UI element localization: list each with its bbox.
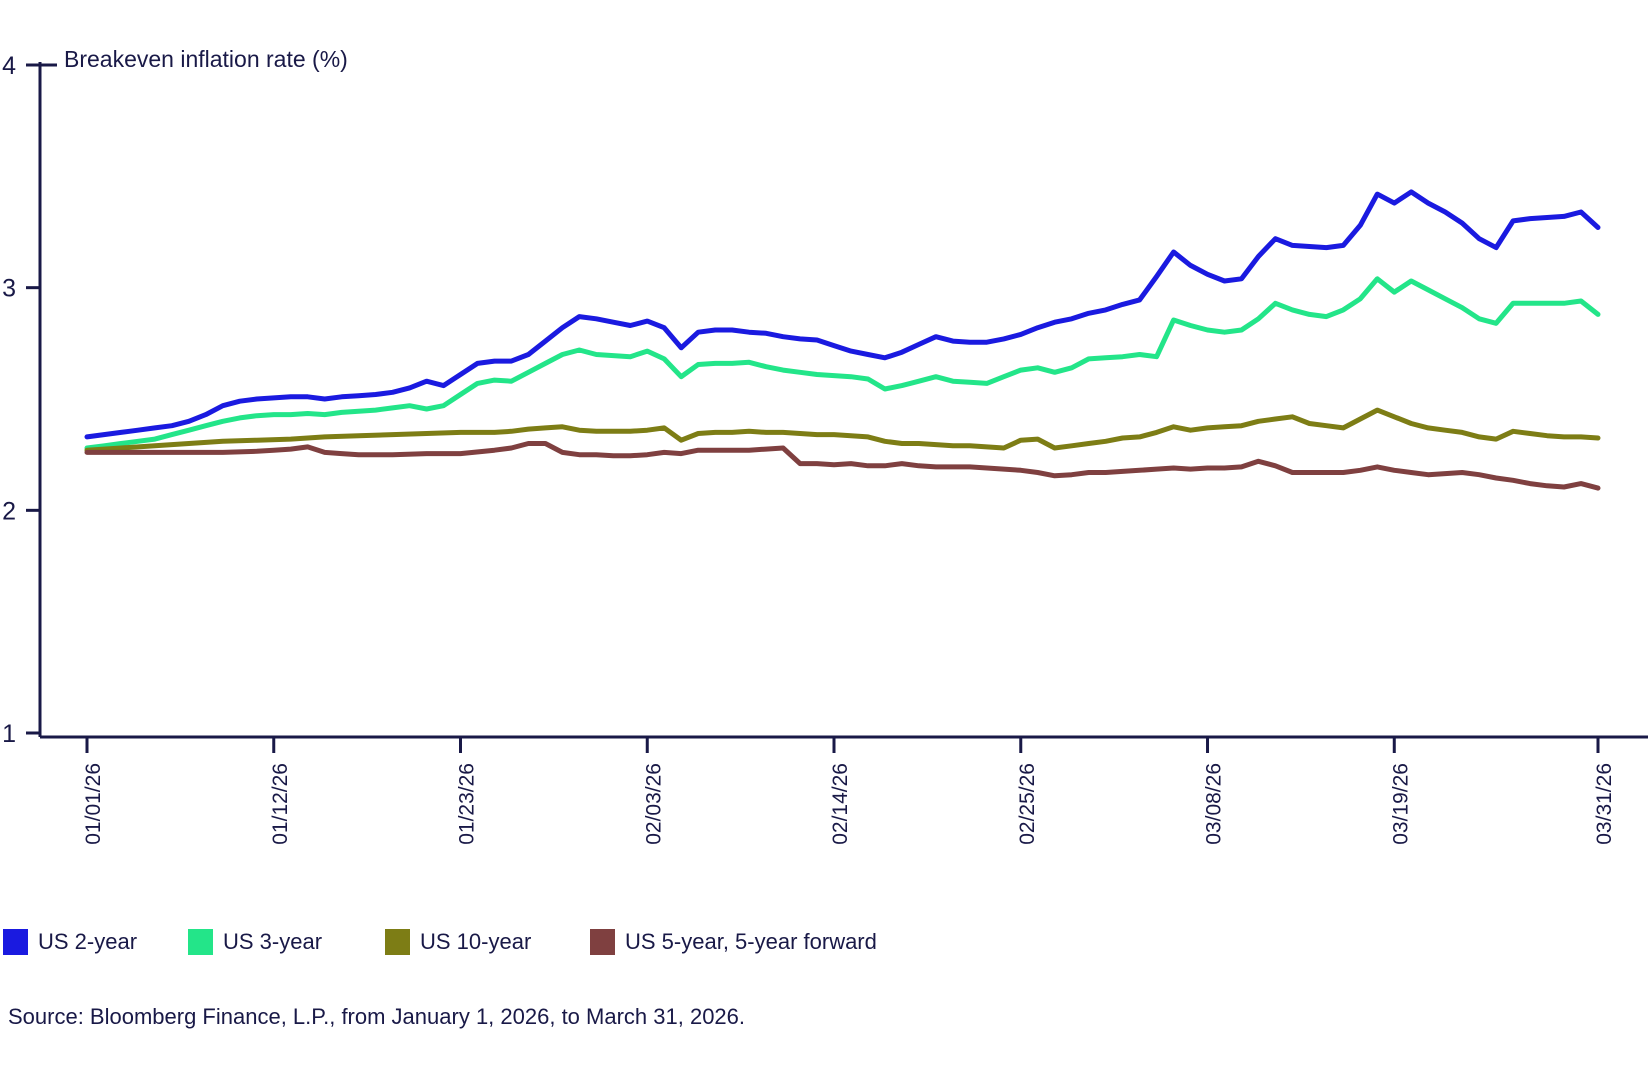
source-attribution: Source: Bloomberg Finance, L.P., from Ja… (8, 1004, 746, 1029)
x-tick-label: 02/25/26 (1016, 763, 1039, 845)
legend-item-us-5y5y-forward: US 5-year, 5-year forward (590, 929, 877, 955)
legend-label: US 3-year (223, 929, 323, 954)
breakeven-inflation-chart: 4 3 2 1 01/01/26 01/12/26 01/23/26 02/03/26 02/1… (2, 52, 1648, 845)
x-tick-label: 02/14/26 (829, 763, 852, 845)
legend-label: US 2-year (38, 929, 138, 954)
us-3-year-swatch-icon (188, 929, 213, 955)
x-tick-label: 03/19/26 (1389, 763, 1412, 845)
series-line-us-10-year (84, 407, 1601, 453)
legend-label: US 5-year, 5-year forward (625, 929, 877, 954)
y-tick-label: 2 (2, 497, 16, 525)
series-line-us-3-year (84, 276, 1601, 451)
us-2-year-swatch-icon (3, 929, 28, 955)
y-tick-label: 3 (2, 275, 16, 303)
y-tick-label: 1 (2, 720, 16, 748)
x-tick-label: 01/23/26 (456, 763, 479, 845)
legend-item-us-10-year: US 10-year (385, 929, 531, 955)
series-line-us-2-year (84, 189, 1601, 440)
us-5y5y-forward-swatch-icon (590, 929, 615, 955)
y-tick-label: 4 (2, 52, 16, 80)
chart-title: Breakeven inflation rate (%) (64, 46, 348, 72)
legend-item-us-3-year: US 3-year (188, 929, 322, 955)
series-line-us-5-year-5-year-forward (84, 441, 1601, 491)
legend-label: US 10-year (420, 929, 532, 954)
legend-item-us-2-year: US 2-year (3, 929, 137, 955)
us-10-year-swatch-icon (385, 929, 410, 955)
x-tick-label: 03/31/26 (1593, 763, 1616, 845)
x-tick-label: 02/03/26 (642, 763, 665, 845)
x-tick-label: 03/08/26 (1203, 763, 1226, 845)
x-tick-label: 01/01/26 (82, 763, 105, 845)
x-tick-label: 01/12/26 (269, 763, 292, 845)
